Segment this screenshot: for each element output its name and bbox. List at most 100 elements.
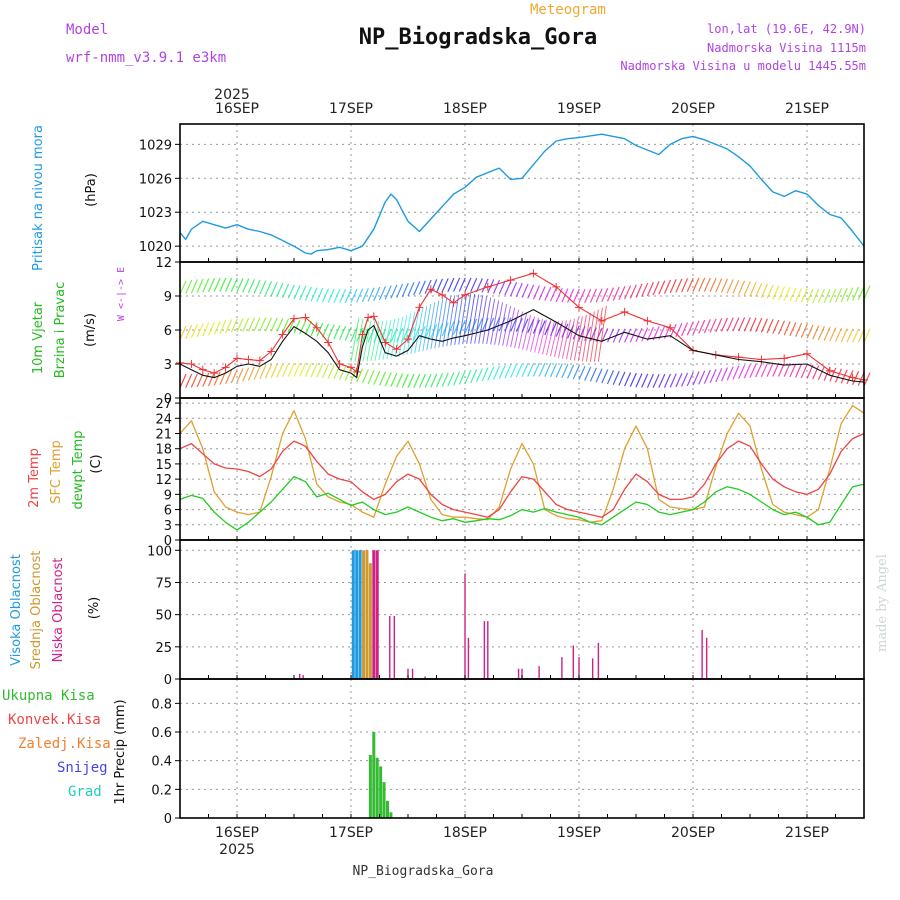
cloud-bar-low [372,550,376,679]
y-tick-label: 12 [155,473,172,488]
wind-barb [569,317,579,360]
wind-barb [435,278,444,293]
wind-barb [549,363,558,378]
wind-barb [464,277,472,292]
wind-barb [624,285,632,300]
wind-barb [606,370,615,385]
wind-barb [549,287,558,302]
wind-barb [339,288,347,304]
wind-gust-marker [666,323,675,332]
wind-barb [618,371,626,386]
day-label-top: 17SEP [329,101,373,117]
wind-barb [772,319,780,334]
wind-barb [478,296,488,344]
wind-barb [230,318,238,333]
wind-barb [236,368,244,383]
wind-gust-marker [301,313,310,322]
wind-barb [287,362,295,377]
wind-barb [852,328,860,343]
wind-barb [863,285,871,300]
cloud-bar-low [411,668,414,679]
wind-barb [374,320,384,361]
y-tick-label: 0 [164,673,172,688]
wind-barb [304,286,312,301]
wind-barb [589,288,597,303]
wind-barb [282,283,290,298]
wind-barb [470,294,480,344]
wind-barb [806,364,814,379]
wind-barb [384,372,392,387]
wind-barb [185,279,193,294]
wind-barb [430,373,438,388]
wind-barb [526,316,536,351]
y-tick-label: 100 [147,544,172,559]
wind-barb [749,363,757,378]
wind-barb [207,321,216,336]
wind-barb [834,368,843,383]
wind-barb [510,317,518,332]
wind-barb [287,284,295,299]
day-label-bottom: 16SEP [215,825,259,841]
wind-barb [686,321,694,336]
wind-barb [726,279,734,294]
wind-barb [225,319,233,334]
wind-barb [817,288,825,304]
wind-barb [840,287,848,302]
wind-barb [554,320,563,358]
wind-label-1: 10m Vjetar [31,301,46,374]
wind-barb [629,284,637,299]
wind-barb [202,278,210,293]
wind-barb [572,325,580,340]
wind-barb [441,278,449,293]
wind-barb [629,372,637,387]
wind-barb [527,362,535,377]
wind-barb [692,277,700,292]
wind-barb [577,314,587,361]
wind-barb [384,285,392,300]
wind-barb [442,296,452,347]
wind-barb [840,328,848,343]
wind-barb [407,282,415,297]
wind-barb [344,366,352,381]
wind-barb [561,319,571,359]
credit: made by Angel [875,554,890,652]
wind-barb [812,288,820,303]
cloud-bar-low [464,573,466,679]
wind-barb [230,369,238,384]
wind-barb [530,317,540,352]
y-tick-label: 24 [155,412,172,427]
wind-barb [304,321,312,336]
wind-barb [458,293,468,345]
wind-barb [557,320,567,358]
wind-barb [692,320,700,335]
wind-barb [475,368,483,383]
wind-barb [606,328,615,343]
wind-barb [310,287,318,302]
wind-barb [681,372,689,387]
wind-barb [812,365,820,380]
footer-station: NP_Biogradska_Gora [353,864,494,879]
wind-barb [624,328,632,343]
wind-barb [470,277,478,292]
wind-barb [777,320,786,335]
wind-barb [361,369,369,384]
meteogram-label: Meteogram [530,2,606,18]
precip-legend-item: Snijeg [57,760,108,776]
wind-gust-marker [780,354,789,363]
temp-label-3: dewpt Temp [71,430,86,509]
temp2m-line [179,432,865,518]
y-tick-label: 1029 [139,138,172,153]
wind-barb [435,373,444,388]
wind-barb [555,287,563,303]
wind-barb [686,372,694,387]
wind-barb [584,326,592,341]
wind-barb [538,362,546,377]
wind-barb [481,278,489,293]
wind-barb [441,372,449,387]
wind-gust-marker [358,330,367,339]
wind-barb [544,362,552,377]
wind-barb [447,277,455,292]
wind-barb [597,305,607,362]
wind-barb [720,278,729,293]
